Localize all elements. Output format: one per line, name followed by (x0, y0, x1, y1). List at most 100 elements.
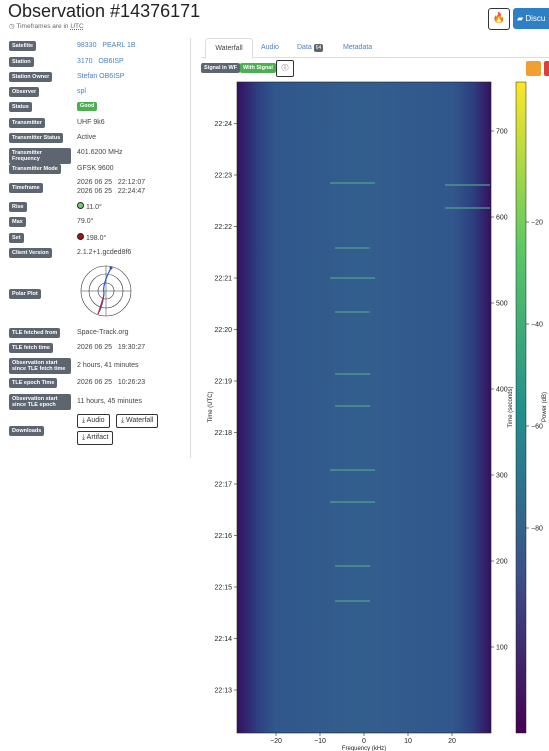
count-badge: 64 (313, 44, 324, 52)
divider (190, 38, 191, 458)
link[interactable]: Stefan OB6ISP (77, 73, 125, 80)
x-tick-label: −20 (270, 738, 282, 745)
y2-tick-label: 300 (496, 473, 508, 480)
label: Downloads (9, 426, 45, 436)
label: TLE fetch time (9, 343, 53, 353)
discuss-button[interactable]: ▰ Discu (513, 8, 549, 29)
utc-link[interactable]: UTC (70, 23, 84, 30)
y-tick-label: 22:23 (214, 173, 232, 180)
value: 2026 06 25 22:12:07 (77, 179, 146, 186)
rise-dot (77, 202, 84, 209)
orange-button[interactable] (526, 61, 541, 76)
info-button[interactable]: ⓘ (276, 60, 294, 77)
value: 2026 06 25 22:24:47 (77, 188, 146, 195)
red-button[interactable] (544, 61, 549, 76)
label: Station Owner (9, 72, 53, 82)
polar-plot (80, 265, 132, 317)
colorbar (515, 81, 527, 734)
value: 2 hours, 41 minutes (77, 362, 139, 369)
y2-tick-label: 500 (496, 301, 508, 308)
button-text: Artifact (86, 434, 109, 441)
label: Observer (9, 87, 40, 97)
x-tick-label: 10 (404, 738, 412, 745)
download-button[interactable]: ⤓ Audio (77, 414, 110, 428)
download-button[interactable]: ⤓ Waterfall (116, 414, 159, 428)
signal-streaks (330, 182, 490, 602)
label: Observation start since TLE epoch (9, 394, 71, 410)
value: 198.0° (77, 233, 106, 243)
x-axis-label: Frequency (kHz) (342, 746, 386, 751)
tab[interactable]: Data 64 (297, 38, 324, 57)
label: Polar Plot (9, 289, 41, 299)
cbar-tick-label: −60 (531, 424, 543, 431)
link[interactable]: 3170 (77, 58, 93, 65)
button-text: Audio (86, 417, 105, 424)
tab[interactable]: Metadata (343, 44, 373, 51)
y-tick-label: 22:13 (214, 688, 232, 695)
fire-button[interactable]: 🔥 (488, 8, 510, 30)
value: 3170 OB6ISP (77, 57, 124, 66)
y-axis-label: Time (UTC) (208, 391, 214, 422)
cbar-label: Power (dB) (542, 392, 548, 422)
value: 401.6200 MHz (77, 149, 123, 156)
label: Max (9, 217, 26, 227)
value-text: 11.0° (85, 204, 102, 211)
label: Set (9, 233, 24, 243)
y-tick-label: 22:15 (214, 585, 232, 592)
value-text: 198.0° (85, 235, 107, 242)
y2-axis-label: Time (seconds) (508, 386, 514, 427)
subtitle: ◷ Timeframes are in UTC (9, 23, 84, 30)
cbar-tick-label: −40 (531, 322, 543, 329)
badge: With Signal (240, 63, 276, 73)
y-tick-label: 22:18 (214, 430, 232, 437)
value: 79.0° (77, 218, 94, 225)
cbar-tick-label: −80 (531, 526, 543, 533)
value: Active (77, 134, 97, 141)
tab-text: Data (297, 44, 312, 51)
link[interactable]: 98330 (77, 42, 97, 49)
label: Satellite (9, 41, 37, 51)
tab-line (201, 57, 549, 58)
label: Client Version (9, 248, 52, 258)
set-dot (77, 233, 84, 240)
tab[interactable]: Audio (261, 44, 279, 51)
label: Transmitter (9, 118, 45, 128)
label: Status (9, 102, 32, 112)
label: Timeframe (9, 183, 43, 193)
value: 11.0° (77, 202, 102, 212)
y2-tick-label: 100 (496, 645, 508, 652)
label: Transmitter Mode (9, 164, 61, 174)
value: 2026 06 25 19:30:27 (77, 344, 146, 351)
waterfall-image (237, 82, 491, 733)
label: TLE epoch Time (9, 378, 58, 388)
y-tick-label: 22:14 (214, 636, 232, 643)
label: Transmitter Status (9, 133, 64, 143)
value: 98330 PEARL 1B (77, 41, 136, 50)
label: Observation start since TLE fetch time (9, 358, 71, 374)
value: 2026 06 25 10:26:23 (77, 379, 146, 386)
link[interactable]: PEARL 1B (102, 42, 136, 49)
y-tick-label: 22:17 (214, 482, 232, 489)
link[interactable]: spl (77, 88, 86, 95)
cbar-tick-label: −20 (531, 220, 543, 227)
badge: Signal in WF (201, 63, 240, 73)
value: GFSK 9600 (77, 165, 114, 172)
download-button[interactable]: ⤓ Artifact (77, 431, 114, 445)
tab[interactable]: Waterfall (205, 38, 253, 59)
y2-tick-label: 400 (496, 387, 508, 394)
status-badge: Good (77, 102, 98, 111)
x-tick-label: 0 (362, 738, 366, 745)
value: 2.1.2+1.gcded8f6 (77, 249, 132, 256)
discuss-text: Discu (525, 14, 546, 23)
y-tick-label: 22:19 (214, 379, 232, 386)
y-tick-label: 22:16 (214, 533, 232, 540)
label: Transmitter Frequency (9, 148, 71, 164)
value: UHF 9k6 (77, 119, 105, 126)
link[interactable]: OB6ISP (98, 58, 124, 65)
title: Observation #14376171 (8, 1, 201, 21)
y-tick-label: 22:22 (214, 224, 232, 231)
y-tick-label: 22:20 (214, 327, 232, 334)
label: Rise (9, 202, 27, 212)
